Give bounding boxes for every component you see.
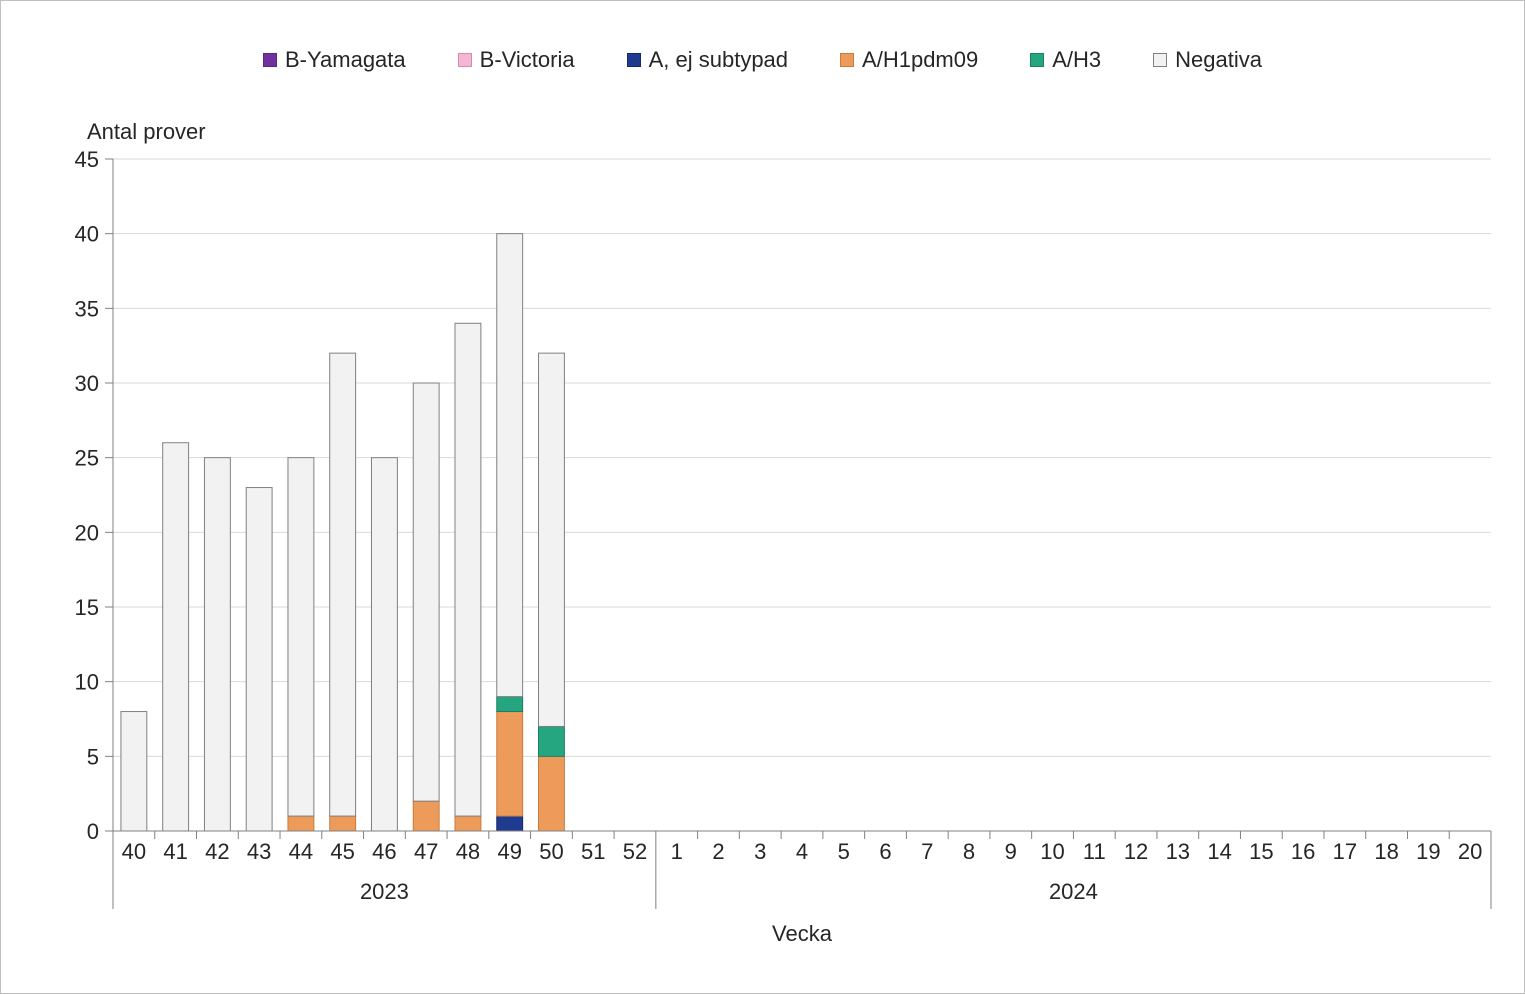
bar-segment xyxy=(455,816,481,831)
bar-segment xyxy=(121,712,147,831)
year-label: 2024 xyxy=(656,879,1491,905)
x-tick-label: 13 xyxy=(1166,839,1190,864)
x-tick-label: 12 xyxy=(1124,839,1148,864)
x-tick-label: 40 xyxy=(122,839,146,864)
x-tick-label: 45 xyxy=(330,839,354,864)
y-tick-label: 30 xyxy=(75,371,99,396)
x-tick-label: 10 xyxy=(1040,839,1064,864)
x-tick-label: 14 xyxy=(1207,839,1231,864)
y-tick-label: 10 xyxy=(75,670,99,695)
x-tick-label: 18 xyxy=(1374,839,1398,864)
bar-segment xyxy=(371,458,397,831)
bar-segment xyxy=(330,353,356,816)
x-tick-label: 9 xyxy=(1005,839,1017,864)
x-tick-label: 46 xyxy=(372,839,396,864)
x-axis-title: Vecka xyxy=(113,921,1491,947)
bar-segment xyxy=(539,353,565,726)
x-tick-label: 3 xyxy=(754,839,766,864)
y-tick-label: 40 xyxy=(75,222,99,247)
bar-segment xyxy=(539,756,565,831)
x-tick-label: 44 xyxy=(289,839,313,864)
x-tick-label: 48 xyxy=(456,839,480,864)
x-tick-label: 5 xyxy=(838,839,850,864)
bar-segment xyxy=(288,816,314,831)
bar-segment xyxy=(288,458,314,816)
bar-segment xyxy=(497,697,523,712)
y-tick-label: 0 xyxy=(87,819,99,844)
x-tick-label: 51 xyxy=(581,839,605,864)
bar-segment xyxy=(497,712,523,817)
x-tick-label: 41 xyxy=(163,839,187,864)
x-tick-label: 7 xyxy=(921,839,933,864)
bar-segment xyxy=(539,726,565,756)
bar-segment xyxy=(497,816,523,831)
x-tick-label: 11 xyxy=(1083,839,1106,864)
y-tick-label: 45 xyxy=(75,147,99,172)
y-tick-label: 25 xyxy=(75,446,99,471)
bar-segment xyxy=(497,234,523,697)
year-label: 2023 xyxy=(113,879,656,905)
x-tick-label: 6 xyxy=(879,839,891,864)
plot-area: 0510152025303540454041424344454647484950… xyxy=(1,1,1525,995)
x-tick-label: 47 xyxy=(414,839,438,864)
x-tick-label: 20 xyxy=(1458,839,1482,864)
y-tick-label: 20 xyxy=(75,520,99,545)
x-tick-label: 16 xyxy=(1291,839,1315,864)
x-tick-label: 4 xyxy=(796,839,808,864)
y-tick-label: 5 xyxy=(87,744,99,769)
x-tick-label: 17 xyxy=(1333,839,1357,864)
bar-segment xyxy=(413,801,439,831)
x-tick-label: 50 xyxy=(539,839,563,864)
x-tick-label: 43 xyxy=(247,839,271,864)
x-tick-label: 42 xyxy=(205,839,229,864)
x-tick-label: 49 xyxy=(497,839,521,864)
bar-segment xyxy=(163,443,189,831)
bar-segment xyxy=(413,383,439,801)
x-tick-label: 52 xyxy=(623,839,647,864)
bar-segment xyxy=(246,488,272,831)
x-tick-label: 2 xyxy=(712,839,724,864)
x-tick-label: 19 xyxy=(1416,839,1440,864)
x-tick-label: 8 xyxy=(963,839,975,864)
chart-frame: B-YamagataB-VictoriaA, ej subtypadA/H1pd… xyxy=(0,0,1525,994)
y-tick-label: 15 xyxy=(75,595,99,620)
x-tick-label: 15 xyxy=(1249,839,1273,864)
x-tick-label: 1 xyxy=(671,839,683,864)
bar-segment xyxy=(204,458,230,831)
bar-segment xyxy=(330,816,356,831)
bar-segment xyxy=(455,323,481,816)
y-tick-label: 35 xyxy=(75,296,99,321)
